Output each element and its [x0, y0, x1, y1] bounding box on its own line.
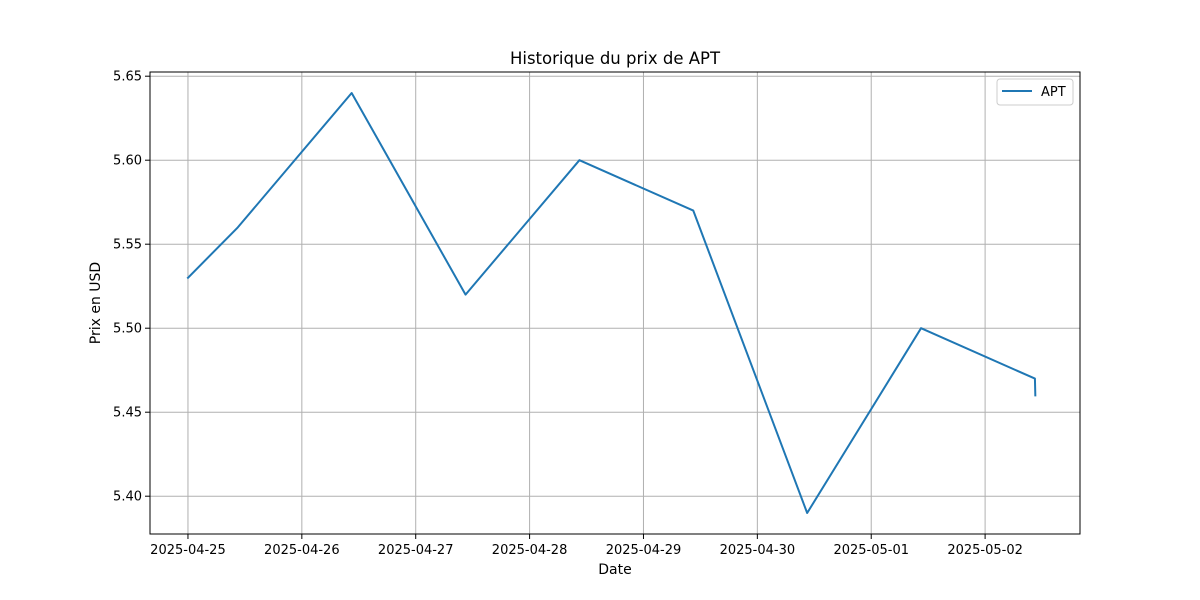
y-tick-label: 5.40 [113, 490, 142, 505]
x-tick-label: 2025-05-02 [947, 543, 1023, 558]
x-tick-label: 2025-04-28 [492, 543, 568, 558]
x-tick-label: 2025-05-01 [833, 543, 909, 558]
y-tick-label: 5.60 [113, 154, 142, 169]
x-tick-label: 2025-04-26 [264, 543, 340, 558]
grid [150, 72, 1080, 534]
series-layer [186, 92, 1037, 514]
plot-area-frame [149, 71, 1081, 535]
chart-title: Historique du prix de APT [510, 49, 721, 68]
y-tick-label: 5.50 [113, 322, 142, 337]
x-tick-label: 2025-04-27 [378, 543, 454, 558]
legend-box [996, 78, 1074, 106]
x-tick-label: 2025-04-25 [150, 543, 226, 558]
legend: APT [996, 78, 1074, 106]
x-tick-label: 2025-04-30 [720, 543, 796, 558]
x-axis-label: Date [598, 562, 631, 578]
y-axis: 5.40 5.45 5.50 5.55 5.60 5.65 [113, 70, 150, 505]
legend-label-apt: APT [1041, 85, 1066, 100]
y-axis-label: Prix en USD [88, 262, 104, 344]
y-tick-label: 5.65 [113, 70, 142, 85]
x-tick-label: 2025-04-29 [606, 543, 682, 558]
y-tick-label: 5.45 [113, 406, 142, 421]
y-tick-label: 5.55 [113, 238, 142, 253]
series-line-apt [186, 92, 1037, 514]
x-axis: 2025-04-25 2025-04-26 2025-04-27 2025-04-28… [150, 534, 1023, 558]
